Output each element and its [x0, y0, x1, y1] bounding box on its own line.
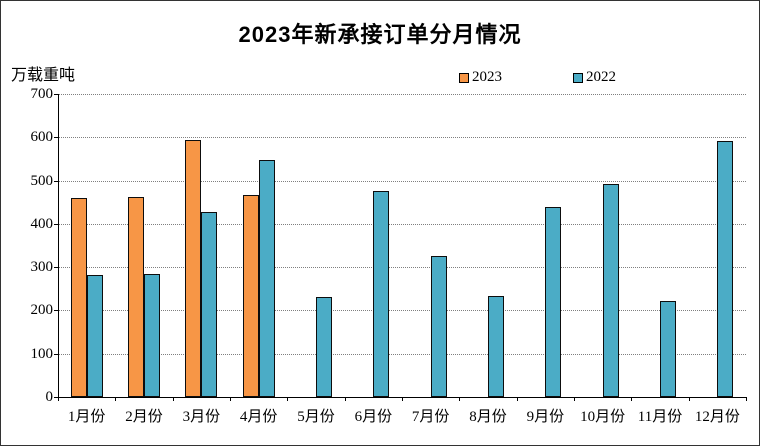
x-tick-label: 2月份: [125, 409, 163, 425]
legend-swatch-2023: [459, 72, 469, 83]
x-tick-mark: [688, 397, 690, 401]
x-tick-mark: [115, 397, 117, 401]
x-tick-label: 9月份: [526, 409, 565, 425]
gridline-100: [58, 353, 746, 355]
legend-label-2023: 2023: [472, 69, 502, 85]
gridline-300: [58, 267, 746, 269]
x-tick-mark: [516, 397, 518, 401]
bar-2023-2月份: [128, 197, 144, 397]
y-tick-mark: [54, 223, 58, 225]
bar-2022-7月份: [430, 255, 447, 397]
bar-2022-1月份: [86, 275, 103, 397]
bar-2023-4月份: [242, 194, 259, 397]
x-tick-mark: [746, 397, 747, 401]
y-tick-label: 500: [30, 172, 54, 189]
bar-2022-11月份: [660, 301, 676, 397]
gridline-200: [58, 310, 746, 312]
y-axis-unit-label: 万载重吨: [11, 67, 76, 84]
bar-2022-4月份: [258, 159, 275, 397]
bar-2022-9月份: [545, 206, 562, 397]
x-tick-mark: [402, 397, 403, 401]
bar-2022-3月份: [201, 211, 218, 397]
gridline-400: [58, 223, 746, 225]
y-tick-mark: [54, 397, 58, 398]
bar-2022-10月份: [602, 183, 619, 397]
bar-2023-3月份: [185, 140, 202, 397]
x-tick-label: 12月份: [694, 409, 740, 425]
x-tick-label: 5月份: [297, 409, 335, 425]
x-tick-mark: [459, 397, 461, 401]
y-tick-label: 200: [30, 302, 54, 319]
y-tick-label: 700: [30, 86, 54, 102]
x-tick-mark: [58, 397, 59, 401]
y-tick-mark: [54, 180, 58, 182]
gridline-500: [58, 180, 746, 182]
bar-2022-6月份: [373, 190, 390, 397]
x-tick-label: 6月份: [354, 409, 393, 425]
y-tick-mark: [54, 353, 58, 355]
bar-2022-12月份: [717, 141, 734, 397]
y-tick-mark: [54, 94, 58, 95]
bar-2022-5月份: [316, 297, 332, 397]
y-tick-label: 300: [30, 259, 54, 276]
x-tick-mark: [287, 397, 289, 401]
x-tick-mark: [344, 397, 346, 401]
legend-label-2022: 2022: [586, 69, 616, 85]
x-tick-mark: [230, 397, 231, 401]
x-tick-mark: [172, 397, 174, 401]
x-tick-mark: [631, 397, 633, 401]
y-tick-mark: [54, 137, 58, 139]
legend-item-2022: 2022: [573, 69, 616, 86]
x-tick-label: 4月份: [239, 409, 278, 425]
x-tick-label: 3月份: [182, 409, 221, 425]
y-axis-line: [58, 94, 59, 397]
y-tick-label: 600: [30, 129, 54, 146]
x-tick-label: 7月份: [411, 409, 450, 425]
bar-2023-1月份: [70, 197, 87, 397]
chart-title: 2023年新承接订单分月情况: [238, 22, 522, 47]
bar-2022-8月份: [488, 296, 504, 397]
legend-item-2023: 2023: [459, 69, 502, 86]
x-tick-label: 8月份: [469, 409, 507, 425]
y-tick-mark: [54, 310, 58, 312]
y-tick-mark: [54, 267, 58, 269]
y-tick-label: 400: [30, 215, 54, 232]
legend-swatch-2022: [573, 72, 583, 83]
x-tick-label: 11月份: [637, 409, 683, 425]
x-tick-mark: [574, 397, 575, 401]
gridline-600: [58, 137, 746, 139]
y-tick-label: 100: [30, 345, 54, 362]
x-tick-label: 10月份: [580, 409, 626, 425]
gridline-700: [58, 94, 746, 95]
bar-2022-2月份: [144, 274, 160, 397]
y-tick-label: 0: [45, 389, 54, 405]
x-tick-label: 1月份: [67, 409, 106, 425]
